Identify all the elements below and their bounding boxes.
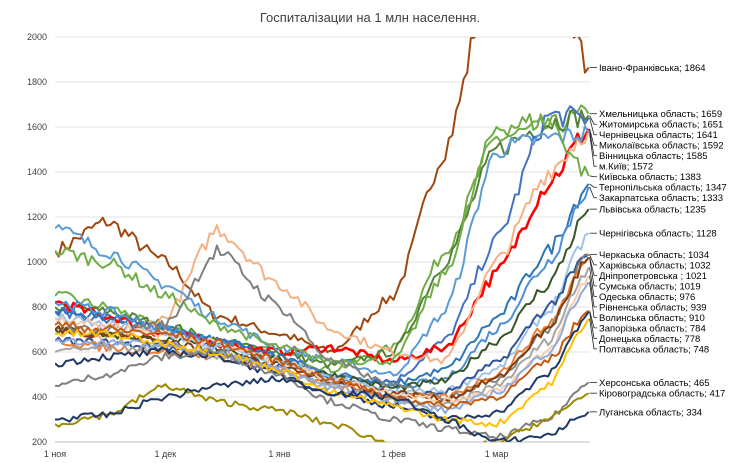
series-data-label: Сумська область; 1019 xyxy=(599,281,701,292)
series-data-label: Кіровоградська область; 417 xyxy=(599,389,725,400)
series-line xyxy=(55,232,590,395)
label-leader-line xyxy=(589,130,597,157)
series-data-label: Полтавська область; 748 xyxy=(599,344,709,355)
y-tick-label: 2000 xyxy=(27,32,47,42)
series-line xyxy=(55,256,590,403)
series-line xyxy=(55,383,590,442)
label-leader-line xyxy=(589,254,597,266)
label-leader-line xyxy=(589,186,597,199)
series-line xyxy=(55,267,590,409)
series-line xyxy=(55,375,590,442)
series-data-label: Волинська область; 910 xyxy=(599,313,705,324)
label-leader-line xyxy=(589,257,597,276)
series-data-label: Івано-Франківська; 1864 xyxy=(599,63,706,74)
series-data-label: Рівненська область; 939 xyxy=(599,302,707,313)
label-leader-line xyxy=(589,282,597,318)
label-leader-line xyxy=(589,267,597,297)
series-data-label: Тернопільська область; 1347 xyxy=(599,183,727,194)
y-tick-label: 200 xyxy=(32,437,47,447)
label-leader-line xyxy=(589,175,597,178)
series-data-label: Чернівецька область; 1641 xyxy=(599,130,718,141)
series-data-label: Вінницька область; 1585 xyxy=(599,151,708,162)
series-data-label: Одеська область; 976 xyxy=(599,292,695,303)
series-line xyxy=(55,130,590,365)
label-leader-line xyxy=(589,275,597,308)
label-leader-line xyxy=(589,117,597,136)
series-data-label: Миколаївська область; 1592 xyxy=(599,141,724,152)
series-line xyxy=(55,348,590,440)
label-leader-line xyxy=(589,128,597,146)
y-tick-label: 600 xyxy=(32,347,47,357)
series-line xyxy=(55,108,590,369)
series-data-label: Запорізька область; 784 xyxy=(599,323,706,334)
label-leader-line xyxy=(589,257,597,287)
series-data-label: Донецька область; 778 xyxy=(599,334,700,345)
series-data-label: Харківська область; 1032 xyxy=(599,260,711,271)
y-tick-label: 400 xyxy=(32,392,47,402)
y-tick-label: 1200 xyxy=(27,212,47,222)
x-tick-label: 1 дек xyxy=(155,449,177,459)
series-data-label: Херсонська область; 465 xyxy=(599,378,710,389)
series-line xyxy=(55,113,590,366)
label-leader-line xyxy=(589,183,597,188)
x-tick-label: 1 ноя xyxy=(44,449,66,459)
x-tick-label: 1 мар xyxy=(485,449,509,459)
x-tick-label: 1 янв xyxy=(268,449,290,459)
series-data-label: Хмельницька область; 1659 xyxy=(599,109,722,120)
series-data-label: Київська область; 1383 xyxy=(599,172,701,183)
series-line xyxy=(55,309,590,410)
label-leader-line xyxy=(589,310,597,329)
label-leader-line xyxy=(589,318,597,350)
series-data-label: Львівська область; 1235 xyxy=(599,205,706,216)
series-line xyxy=(55,37,590,354)
y-tick-label: 1800 xyxy=(27,77,47,87)
y-tick-label: 1600 xyxy=(27,122,47,132)
series-data-label: Закарпатська область; 1333 xyxy=(599,193,723,204)
series-line xyxy=(55,244,589,401)
series-data-label: Житомирська область; 1651 xyxy=(599,120,723,131)
series-data-label: Луганська область; 334 xyxy=(599,407,702,418)
label-leader-line xyxy=(589,311,597,339)
y-tick-label: 800 xyxy=(32,302,47,312)
y-tick-label: 1400 xyxy=(27,167,47,177)
label-leader-line xyxy=(589,133,597,167)
chart-title: Госпиталізации на 1 млн населення. xyxy=(260,10,480,25)
x-tick-label: 1 фев xyxy=(381,449,406,459)
series-line xyxy=(55,318,590,428)
y-tick-label: 1000 xyxy=(27,257,47,267)
series-data-label: м.Київ; 1572 xyxy=(599,162,653,173)
series-data-label: Чернігівська область; 1128 xyxy=(599,229,717,240)
series-data-label: Дніпропетровська ; 1021 xyxy=(599,271,707,282)
label-leader-line xyxy=(589,115,597,125)
series-data-label: Черкаська область; 1034 xyxy=(599,250,709,261)
